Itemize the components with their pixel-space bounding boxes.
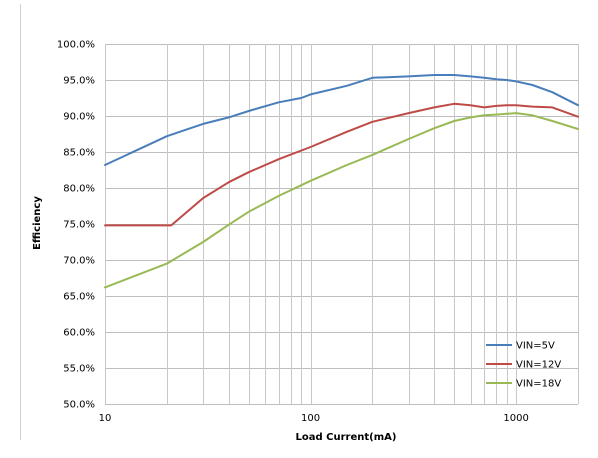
y-tick-label: 100.0%: [57, 40, 95, 51]
legend-label: VIN=18V: [516, 379, 561, 390]
y-tick-label: 75.0%: [63, 220, 95, 231]
y-tick-label: 90.0%: [63, 112, 95, 123]
y-tick-label: 95.0%: [63, 76, 95, 87]
legend-label: VIN=12V: [516, 360, 561, 371]
x-tick-label: 1000: [503, 413, 528, 424]
y-tick-label: 60.0%: [63, 328, 95, 339]
y-axis-title: Efficiency: [32, 196, 43, 250]
x-axis-title: Load Current(mA): [296, 432, 397, 443]
legend-label: VIN=5V: [516, 341, 555, 352]
x-tick-label: 10: [99, 413, 112, 424]
y-tick-label: 70.0%: [63, 256, 95, 267]
y-tick-label: 65.0%: [63, 292, 95, 303]
y-tick-label: 55.0%: [63, 364, 95, 375]
y-tick-label: 85.0%: [63, 148, 95, 159]
y-tick-label: 50.0%: [63, 400, 95, 411]
y-tick-label: 80.0%: [63, 184, 95, 195]
x-tick-label: 100: [301, 413, 320, 424]
